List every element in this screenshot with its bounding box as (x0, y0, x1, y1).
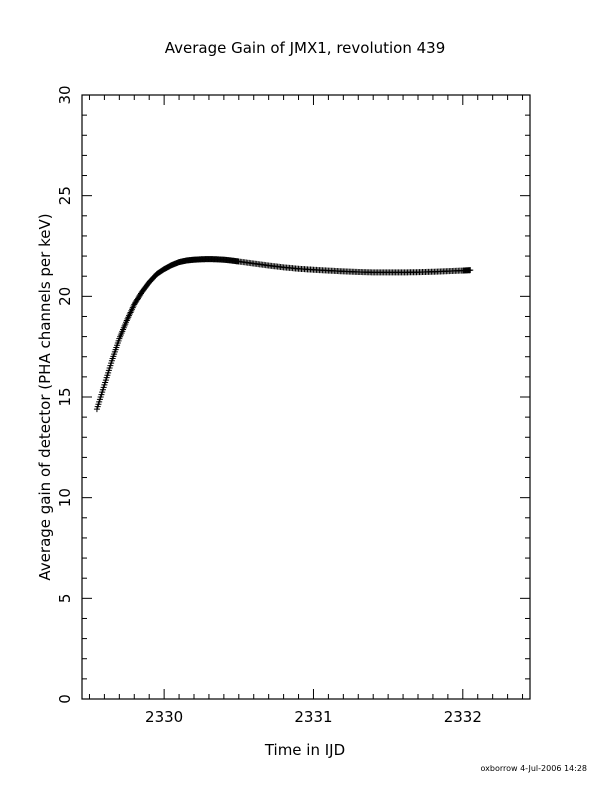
y-tick-label: 10 (56, 488, 74, 507)
y-tick-label: 25 (56, 186, 74, 205)
y-tick-label: 15 (56, 387, 74, 406)
y-tick-label: 0 (56, 694, 74, 704)
y-tick-label: 30 (56, 85, 74, 104)
y-axis-ticks: 0 5 10 15 20 25 30 (56, 85, 530, 704)
x-axis-label: Time in IJD (264, 741, 345, 759)
x-axis-ticks: 2330 2331 2332 (88, 95, 524, 726)
data-point (467, 267, 474, 274)
x-tick-label: 2330 (145, 708, 183, 726)
chart-title: Average Gain of JMX1, revolution 439 (165, 39, 446, 57)
y-axis-label: Average gain of detector (PHA channels p… (36, 213, 54, 580)
y-tick-label: 20 (56, 287, 74, 306)
x-tick-label: 2332 (444, 708, 482, 726)
data-series (93, 256, 474, 413)
plot-frame (81, 94, 531, 700)
x-tick-label: 2331 (294, 708, 332, 726)
footer-stamp: oxborrow 4-Jul-2006 14:28 (480, 764, 587, 773)
y-tick-label: 5 (56, 594, 74, 604)
